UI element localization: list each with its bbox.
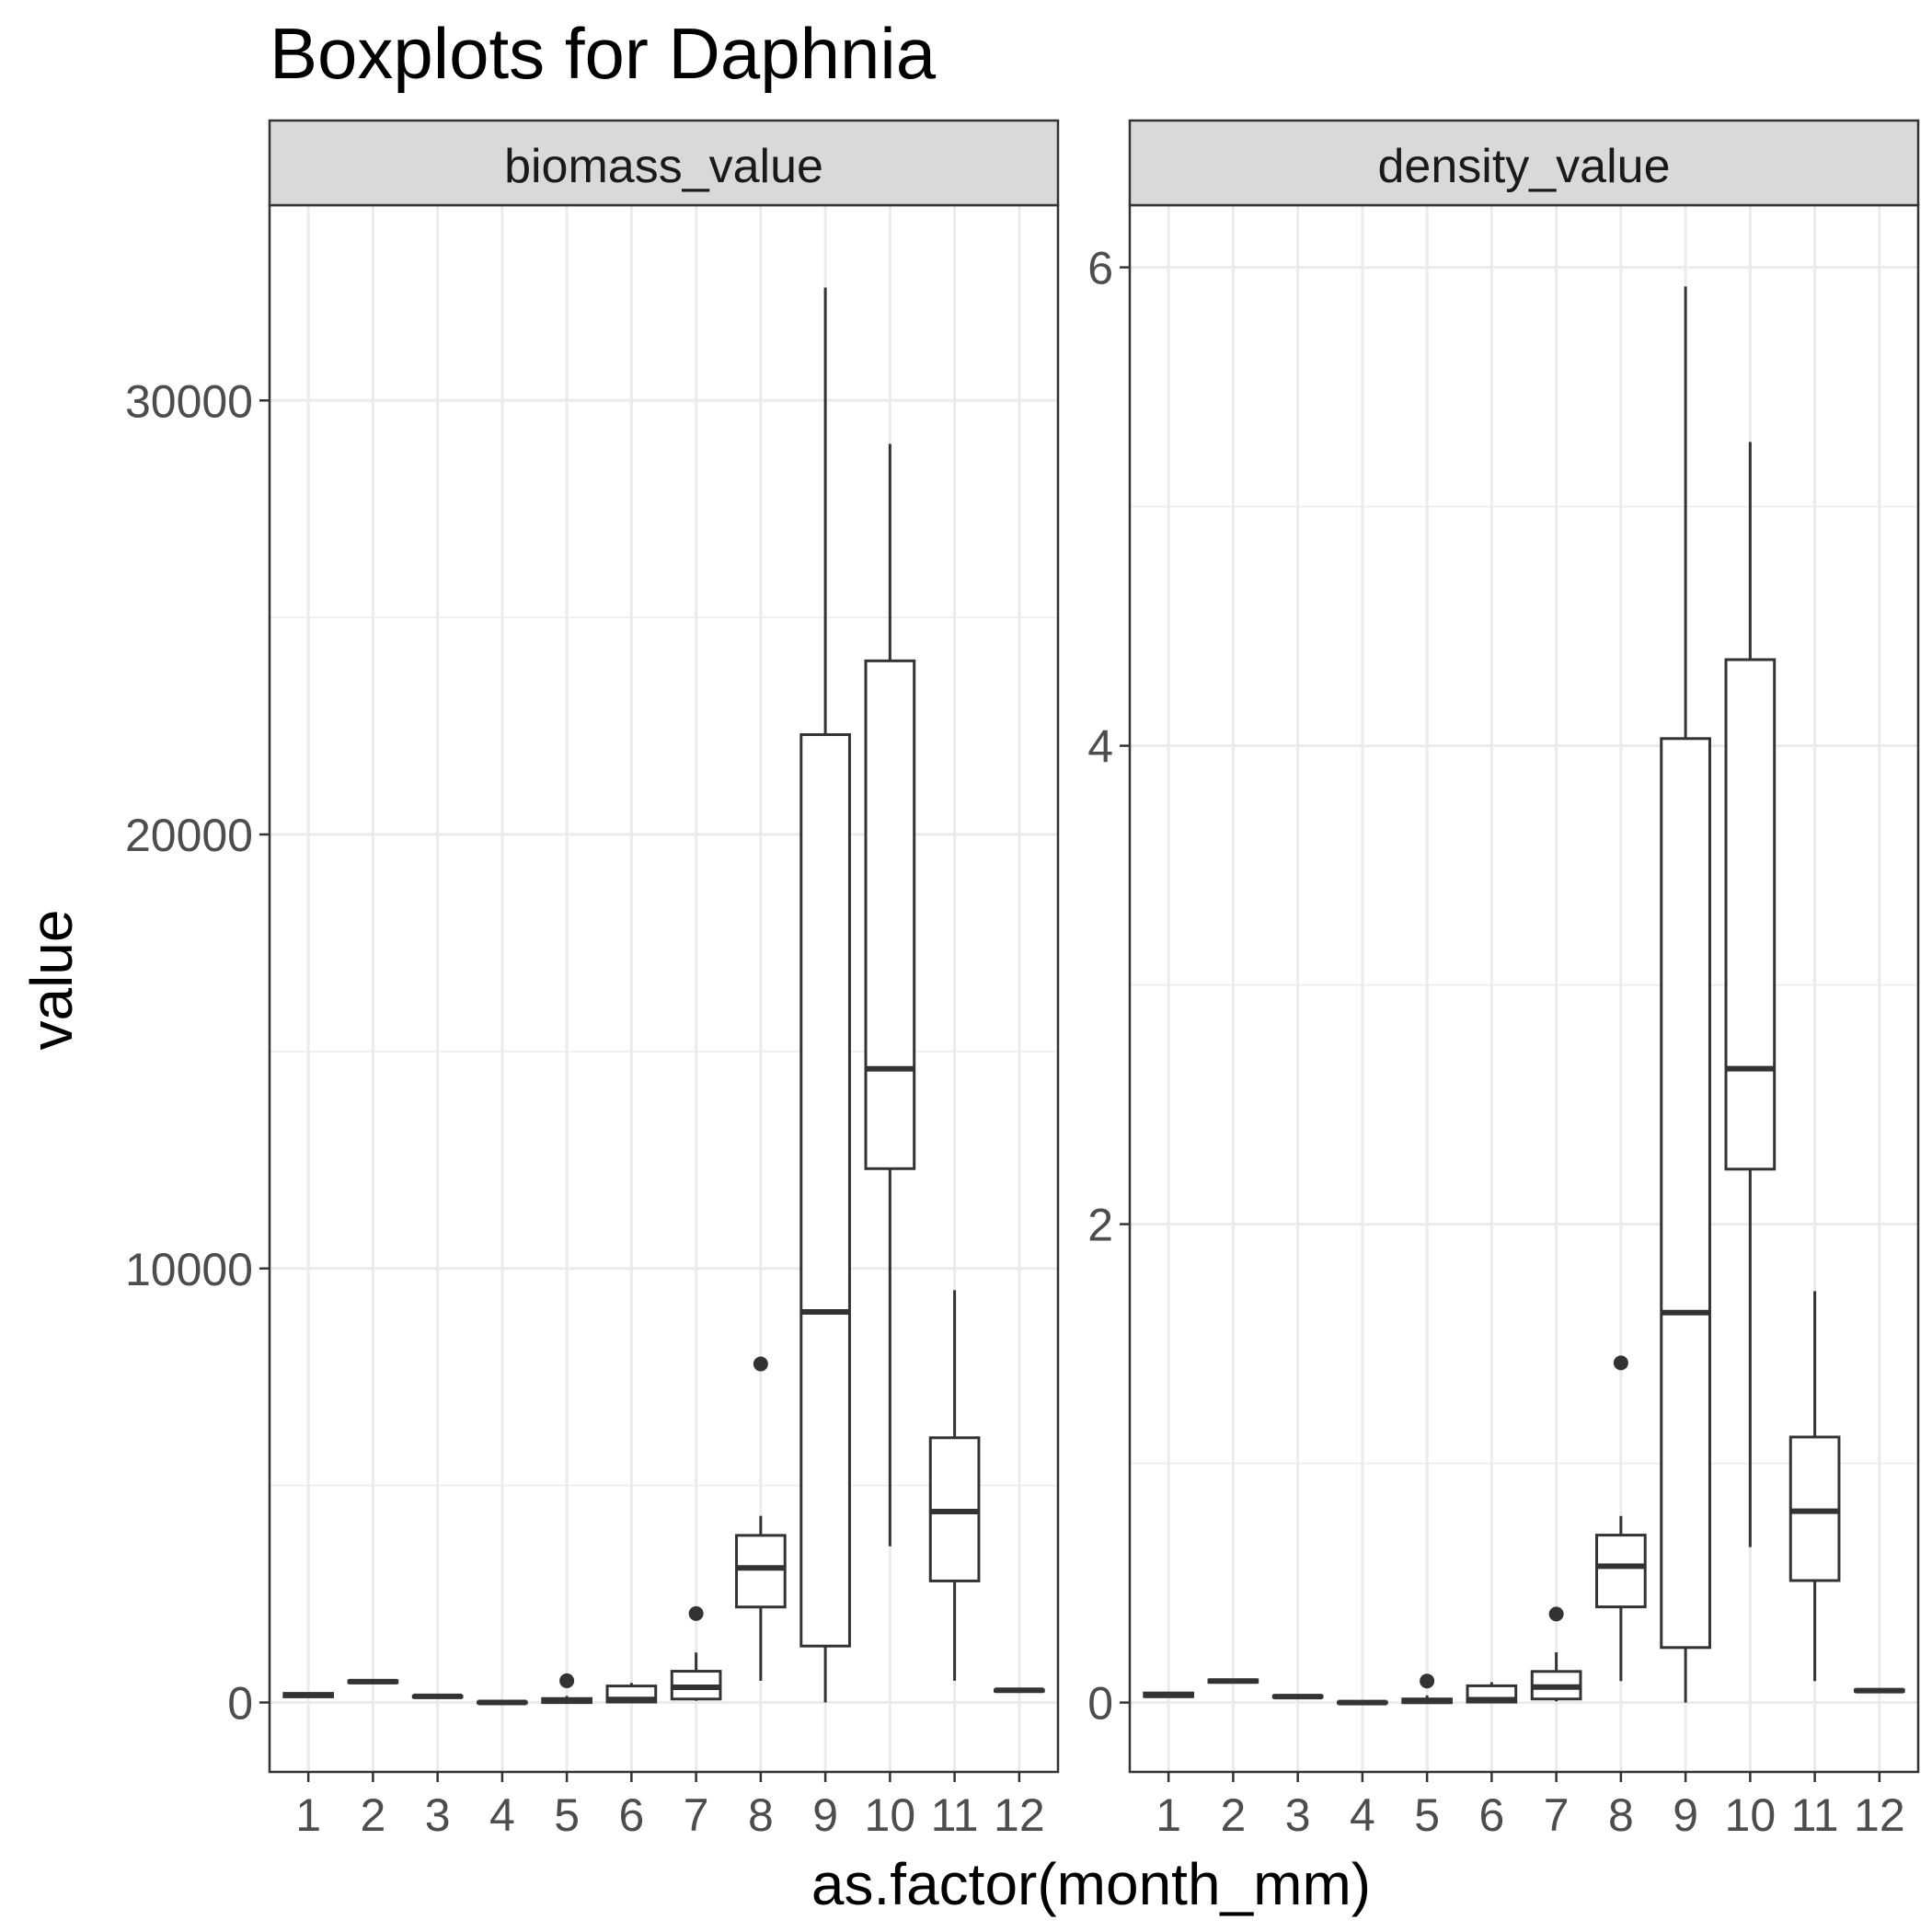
x-tick-label: 10 <box>1725 1789 1777 1841</box>
y-axis-title: value <box>18 910 85 1051</box>
box-month-12 <box>1854 1687 1905 1694</box>
y-tick-label: 20000 <box>125 810 253 861</box>
x-tick-label: 4 <box>489 1789 515 1841</box>
x-tick-label: 10 <box>865 1789 916 1841</box>
box-month-7 <box>1530 1606 1582 1702</box>
x-tick-label: 9 <box>1673 1789 1698 1841</box>
box-month-11 <box>1788 1291 1841 1682</box>
x-tick-label: 7 <box>1544 1789 1570 1841</box>
box-iqr <box>1660 737 1711 1650</box>
y-tick-label: 0 <box>227 1678 253 1730</box>
x-tick-label: 8 <box>748 1789 774 1841</box>
box-iqr <box>1595 1534 1647 1609</box>
outlier-point <box>1613 1355 1628 1371</box>
box-month-9 <box>799 287 851 1703</box>
x-tick-label: 5 <box>1414 1789 1440 1841</box>
x-tick-label: 2 <box>1220 1789 1246 1841</box>
box-month-2 <box>1207 1678 1259 1685</box>
x-tick-label: 3 <box>1285 1789 1311 1841</box>
box-iqr <box>735 1534 787 1609</box>
outlier-point <box>559 1673 575 1688</box>
box-month-5 <box>541 1673 592 1705</box>
box-month-2 <box>347 1678 399 1685</box>
panel-background <box>1130 205 1918 1772</box>
y-tick-label: 6 <box>1087 243 1113 294</box>
y-tick-label: 4 <box>1087 721 1113 773</box>
x-tick-label: 11 <box>1791 1789 1839 1841</box>
facet-strip-label: biomass_value <box>504 140 823 193</box>
x-tick-label: 11 <box>931 1789 979 1841</box>
facet-strip <box>268 119 1060 207</box>
box-month-8 <box>1595 1355 1647 1682</box>
x-tick-label: 6 <box>1478 1789 1504 1841</box>
box-month-6 <box>1466 1682 1518 1704</box>
x-tick-label: 3 <box>425 1789 451 1841</box>
box-month-3 <box>411 1693 464 1699</box>
x-tick-label: 8 <box>1608 1789 1634 1841</box>
x-tick-label: 9 <box>812 1789 838 1841</box>
y-tick-label: 10000 <box>125 1244 253 1295</box>
outlier-point <box>1420 1673 1435 1689</box>
x-tick-label: 7 <box>684 1789 709 1841</box>
box-month-3 <box>1271 1694 1324 1700</box>
box-iqr <box>1724 658 1777 1171</box>
facet-strip-label: density_value <box>1378 140 1671 193</box>
x-tick-label: 5 <box>554 1789 580 1841</box>
x-tick-label: 1 <box>295 1789 321 1841</box>
y-tick-label: 2 <box>1087 1200 1113 1251</box>
x-tick-label: 2 <box>360 1789 385 1841</box>
facet-strip <box>1128 119 1920 207</box>
chart-title: Boxplots for Daphnia <box>270 13 937 94</box>
box-month-12 <box>994 1687 1045 1694</box>
box-month-5 <box>1401 1673 1453 1705</box>
x-axis-title: as.factor(month_mm) <box>811 1851 1371 1917</box>
panel-background <box>270 205 1058 1772</box>
y-tick-label: 0 <box>1087 1678 1113 1730</box>
x-tick-label: 6 <box>618 1789 644 1841</box>
box-month-7 <box>670 1605 722 1701</box>
box-month-9 <box>1660 286 1711 1703</box>
x-tick-label: 12 <box>1854 1789 1905 1841</box>
box-month-11 <box>928 1290 981 1681</box>
box-month-6 <box>605 1683 658 1704</box>
box-month-1 <box>282 1692 334 1698</box>
box-month-10 <box>1724 442 1777 1547</box>
x-tick-label: 1 <box>1156 1789 1181 1841</box>
box-month-10 <box>864 443 916 1547</box>
box-iqr <box>799 733 851 1648</box>
box-iqr <box>864 659 916 1170</box>
box-month-4 <box>477 1699 528 1706</box>
box-month-4 <box>1337 1699 1388 1706</box>
x-tick-label: 12 <box>994 1789 1045 1841</box>
x-tick-label: 4 <box>1350 1789 1375 1841</box>
box-month-8 <box>735 1356 787 1681</box>
outlier-point <box>753 1356 768 1372</box>
outlier-point <box>1548 1606 1564 1622</box>
y-tick-label: 30000 <box>125 375 253 427</box>
box-month-1 <box>1143 1691 1194 1698</box>
outlier-point <box>688 1605 704 1621</box>
